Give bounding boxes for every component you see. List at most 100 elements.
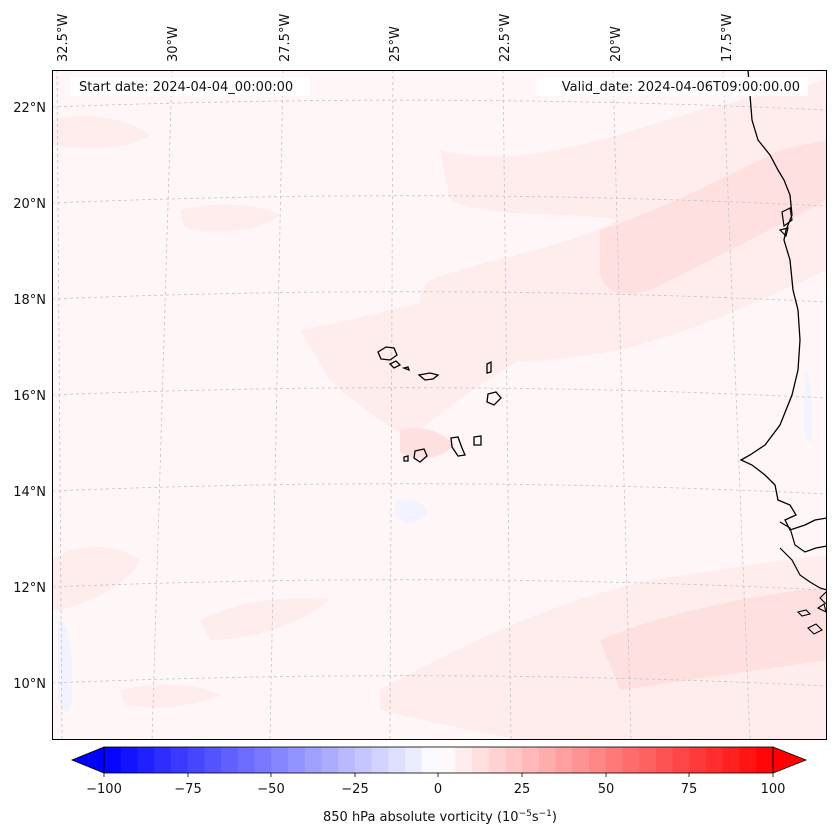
colorbar: −100 −75 −50 −25 0 25 50 75 100 850 hPa …: [70, 746, 808, 825]
colorbar-segment: [639, 747, 657, 773]
vorticity-core-northeast: [600, 140, 827, 294]
sao-nicolau: [417, 372, 440, 381]
colorbar-min-extend: [70, 746, 105, 774]
cb-tick-label: 0: [434, 782, 442, 797]
lat-label-16N: 16°N: [13, 389, 46, 404]
cb-tick-label: −50: [257, 782, 284, 797]
lon-label-32.5W: 32.5°W: [56, 14, 71, 62]
colorbar-segment: [388, 747, 406, 773]
santa-luzia: [401, 366, 411, 372]
lat-label-10N: 10°N: [13, 677, 46, 692]
colorbar-segment: [488, 747, 506, 773]
vorticity-patch-south: [120, 684, 220, 708]
colorbar-segment: [120, 747, 138, 773]
colorbar-segment: [221, 747, 239, 773]
cape-verde-islands: [377, 346, 502, 463]
coastline-guinea-bissau: [779, 547, 827, 591]
colorbar-segment: [572, 747, 590, 773]
start-date-box: [70, 77, 310, 96]
latitude-labels: 22°N 20°N 18°N 16°N 14°N 12°N 10°N: [13, 101, 46, 692]
valid-date-box: [537, 77, 808, 96]
vorticity-contours-medium: [400, 140, 827, 690]
colorbar-segment: [756, 747, 774, 773]
colorbar-segment: [605, 747, 623, 773]
colorbar-segment: [471, 747, 490, 773]
colorbar-title: 850 hPa absolute vorticity (10−5s−1): [323, 809, 557, 825]
colorbar-segment: [455, 747, 473, 773]
colorbar-segment: [538, 747, 557, 773]
vorticity-core-southeast: [600, 588, 827, 690]
colorbar-segment: [421, 747, 440, 773]
colorbar-segment: [137, 747, 155, 773]
sal: [486, 360, 492, 374]
colorbar-segment: [304, 747, 322, 773]
vorticity-patch-west-1: [52, 115, 150, 148]
colorbar-segment: [622, 747, 640, 773]
bijagos-islands: [796, 591, 827, 635]
lon-label-20W: 20°W: [609, 26, 624, 62]
parallel-14N: [52, 483, 827, 495]
negative-vorticity-coast: [804, 370, 813, 442]
colorbar-segment: [170, 747, 189, 773]
colorbar-segment: [589, 747, 607, 773]
map-frame: [52, 70, 827, 740]
brava: [403, 455, 409, 462]
lat-label-20N: 20°N: [13, 197, 46, 212]
colorbar-segment: [187, 747, 205, 773]
colorbar-segment: [154, 747, 172, 773]
colorbar-segment: [371, 747, 389, 773]
colorbar-segment: [689, 747, 707, 773]
cap-vert-islands: [778, 207, 793, 238]
boa-vista: [486, 391, 502, 406]
parallel-16N: [52, 387, 827, 399]
cb-tick-label: 50: [598, 782, 615, 797]
parallel-18N: [52, 291, 827, 303]
colorbar-segment: [321, 747, 339, 773]
lon-label-25W: 25°W: [388, 26, 403, 62]
colorbar-frame: [103, 746, 774, 774]
colorbar-segment: [522, 747, 540, 773]
vorticity-patch-west-2: [180, 204, 280, 232]
colorbar-max-extend: [772, 746, 808, 774]
colorbar-segment: [237, 747, 256, 773]
lon-label-27.5W: 27.5°W: [278, 14, 293, 62]
colorbar-segment: [254, 747, 272, 773]
lon-label-17.5W: 17.5°W: [720, 14, 735, 62]
meridian-22.5W: [502, 70, 512, 740]
lat-label-18N: 18°N: [13, 293, 46, 308]
colorbar-segment: [405, 747, 423, 773]
longitude-labels: 32.5°W 30°W 27.5°W 25°W 22.5°W 20°W 17.5…: [56, 14, 735, 62]
valid-date-label: Valid_date: 2024-04-06T09:00:00.00: [562, 80, 800, 95]
vorticity-patch-mid: [200, 598, 330, 640]
colorbar-segment: [204, 747, 222, 773]
colorbar-segments: [104, 747, 774, 773]
start-date-label: Start date: 2024-04-04_00:00:00: [79, 80, 293, 95]
meridian-32.5W: [56, 70, 63, 740]
colorbar-segment: [706, 747, 724, 773]
cb-tick-label: 25: [514, 782, 531, 797]
vorticity-core-islands: [400, 428, 455, 459]
meridian-27.5W: [269, 70, 284, 740]
maio: [473, 435, 482, 446]
colorbar-segment: [354, 747, 373, 773]
santiago: [450, 436, 466, 457]
colorbar-segment: [287, 747, 306, 773]
fogo: [413, 448, 428, 463]
vorticity-band-west: [52, 546, 140, 610]
parallel-10N: [52, 675, 827, 687]
lon-label-22.5W: 22.5°W: [498, 14, 513, 62]
colorbar-segment: [505, 747, 523, 773]
lat-label-12N: 12°N: [13, 581, 46, 596]
cb-tick-label: 75: [681, 782, 698, 797]
lon-label-30W: 30°W: [166, 26, 181, 62]
colorbar-segment: [655, 747, 674, 773]
sao-vicente: [388, 360, 402, 369]
cb-tick-label: −100: [86, 782, 122, 797]
parallel-20N: [52, 195, 827, 207]
colorbar-ticks: [103, 773, 774, 777]
coastline-gambia: [779, 521, 827, 553]
map-panel: [52, 70, 827, 740]
colorbar-segment: [739, 747, 757, 773]
meridian-20W: [612, 70, 632, 740]
